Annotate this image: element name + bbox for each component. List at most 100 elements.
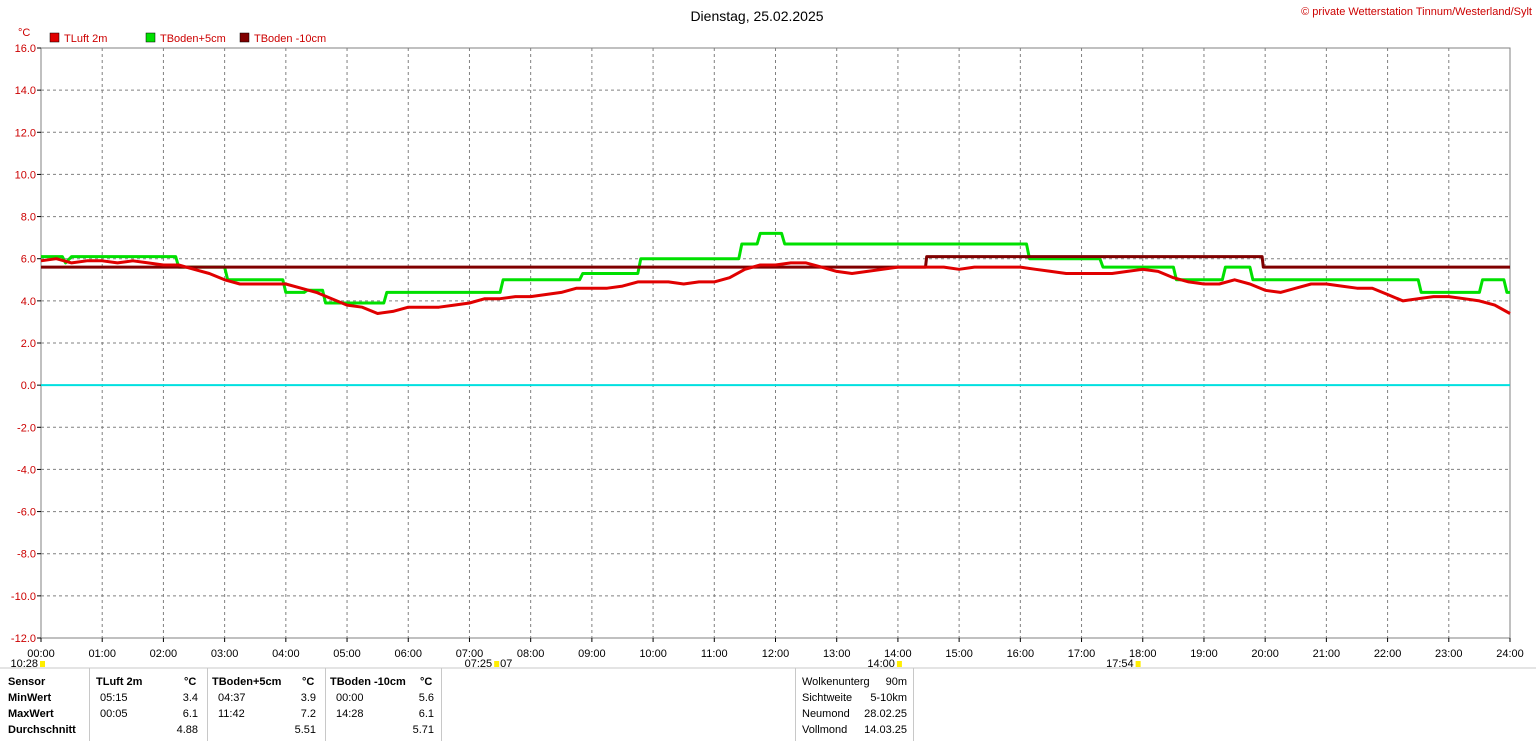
vollmond-label: Vollmond [802,724,848,736]
y-tick-label: 10.0 [15,169,36,181]
wolkenuntergrenze-label: Wolkenunterg [802,676,870,688]
legend-swatch-tluft [49,32,60,43]
y-tick-label: -8.0 [17,549,36,561]
chart-date-title: Dienstag, 25.02.2025 [690,8,823,24]
y-tick-label: 2.0 [21,338,36,350]
y-tick-label: 6.0 [21,254,36,266]
sichtweite-label: Sichtweite [802,692,853,704]
vollmond-value: 14.03.25 [864,724,907,736]
wolkenuntergrenze-value: 90m [885,676,907,688]
series-line-tboden10 [41,255,1510,269]
legend-swatch-tboden5 [145,32,156,43]
stats-table: Sensor MinWert MaxWert Durchschnitt TLuf… [0,676,1536,741]
tluft-min-val: 3.4 [182,692,198,704]
neumond-label: Neumond [802,708,850,720]
y-tick-label: 0.0 [21,380,36,392]
y-tick-label: -2.0 [17,422,36,434]
tboden5-unit: °C [302,676,315,688]
x-tick-label: 21:00 [1313,648,1341,660]
x-tick-label: 20:00 [1251,648,1279,660]
y-tick-label: 14.0 [15,85,36,97]
tluft-min-time: 05:15 [100,692,128,704]
time-marker-suffix: 07 [500,658,512,670]
series-line-tboden5 [41,231,1510,305]
tboden5-max-val: 7.2 [300,708,316,720]
tboden10-header: TBoden -10cm [330,676,406,688]
x-tick-label: 01:00 [88,648,116,660]
copyright-text: © private Wetterstation Tinnum/Westerlan… [1301,6,1532,18]
x-tick-label: 22:00 [1374,648,1402,660]
time-marker-label: 14:00 [867,658,895,670]
legend: TLuft 2m TBoden+5cm TBoden -10cm [49,32,326,45]
x-tick-label: 08:00 [517,648,545,660]
tboden5-min-val: 3.9 [300,692,316,704]
x-tick-label: 12:00 [762,648,790,660]
time-marker-label: 07:25 [465,658,493,670]
legend-swatch-tboden10 [239,32,250,43]
neumond-value: 28.02.25 [864,708,907,720]
x-tick-label: 15:00 [945,648,973,660]
x-tick-label: 02:00 [150,648,178,660]
x-tick-label: 24:00 [1496,648,1524,660]
x-tick-label: 03:00 [211,648,239,660]
time-marker-label: 17:54 [1106,658,1134,670]
legend-label-tluft: TLuft 2m [64,33,107,45]
series-line-tluft [40,257,1511,315]
sensor-label: Sensor [8,676,46,688]
series-lines [40,231,1511,315]
y-tick-label: -4.0 [17,464,36,476]
maxwert-label: MaxWert [8,708,54,720]
tluft-max-val: 6.1 [182,708,198,720]
legend-label-tboden10: TBoden -10cm [254,33,326,45]
tluft-header: TLuft 2m [96,676,143,688]
time-markers: 10:28 07:25 07 14:00 17:54 [10,658,1141,670]
y-tick-label: 12.0 [15,127,36,139]
sun-marker [494,661,500,667]
time-marker-label: 10:28 [10,658,38,670]
tboden5-max-time: 11:42 [218,708,245,720]
y-tick-label: 4.0 [21,296,36,308]
x-tick-label: 17:00 [1068,648,1096,660]
x-tick-label: 07:00 [456,648,484,660]
tboden10-min-time: 00:00 [336,692,364,704]
grid [41,48,1510,638]
sun-marker [1135,661,1141,667]
tboden5-avg: 5.51 [294,724,316,736]
tboden5-min-time: 04:37 [218,692,246,704]
tboden5-header: TBoden+5cm [212,676,282,688]
y-tick-label: -10.0 [11,591,36,603]
x-tick-label: 10:00 [639,648,667,660]
sun-marker [896,661,902,667]
x-tick-label: 11:00 [701,648,728,660]
durchschnitt-label: Durchschnitt [8,724,76,736]
y-axis-ticks: 16.0 14.0 12.0 10.0 8.0 6.0 4.0 2.0 0.0 -2.0 -4.0 -… [11,43,41,645]
x-tick-label: 06:00 [394,648,422,660]
x-tick-label: 18:00 [1129,648,1157,660]
tluft-avg: 4.88 [176,724,198,736]
y-axis-unit: °C [18,27,30,39]
sichtweite-value: 5-10km [870,692,907,704]
x-tick-label: 14:00 [884,648,912,660]
x-tick-label: 09:00 [578,648,606,660]
x-tick-label: 04:00 [272,648,300,660]
tboden10-avg: 5.71 [412,724,434,736]
x-tick-label: 16:00 [1007,648,1035,660]
x-tick-label: 05:00 [333,648,361,660]
x-tick-label: 23:00 [1435,648,1463,660]
x-tick-label: 19:00 [1190,648,1218,660]
tluft-unit: °C [184,676,197,688]
y-tick-label: 8.0 [21,212,36,224]
tboden10-min-val: 5.6 [418,692,434,704]
sun-marker [40,661,45,667]
tluft-max-time: 00:05 [100,708,128,720]
y-tick-label: -12.0 [11,633,36,645]
y-tick-label: 16.0 [15,43,36,55]
tboden10-max-time: 14:28 [336,708,364,720]
x-tick-label: 00:00 [27,648,55,660]
legend-label-tboden5: TBoden+5cm [160,33,226,45]
y-tick-label: -6.0 [17,507,36,519]
minwert-label: MinWert [8,692,52,704]
x-tick-label: 13:00 [823,648,851,660]
tboden10-max-val: 6.1 [418,708,434,720]
